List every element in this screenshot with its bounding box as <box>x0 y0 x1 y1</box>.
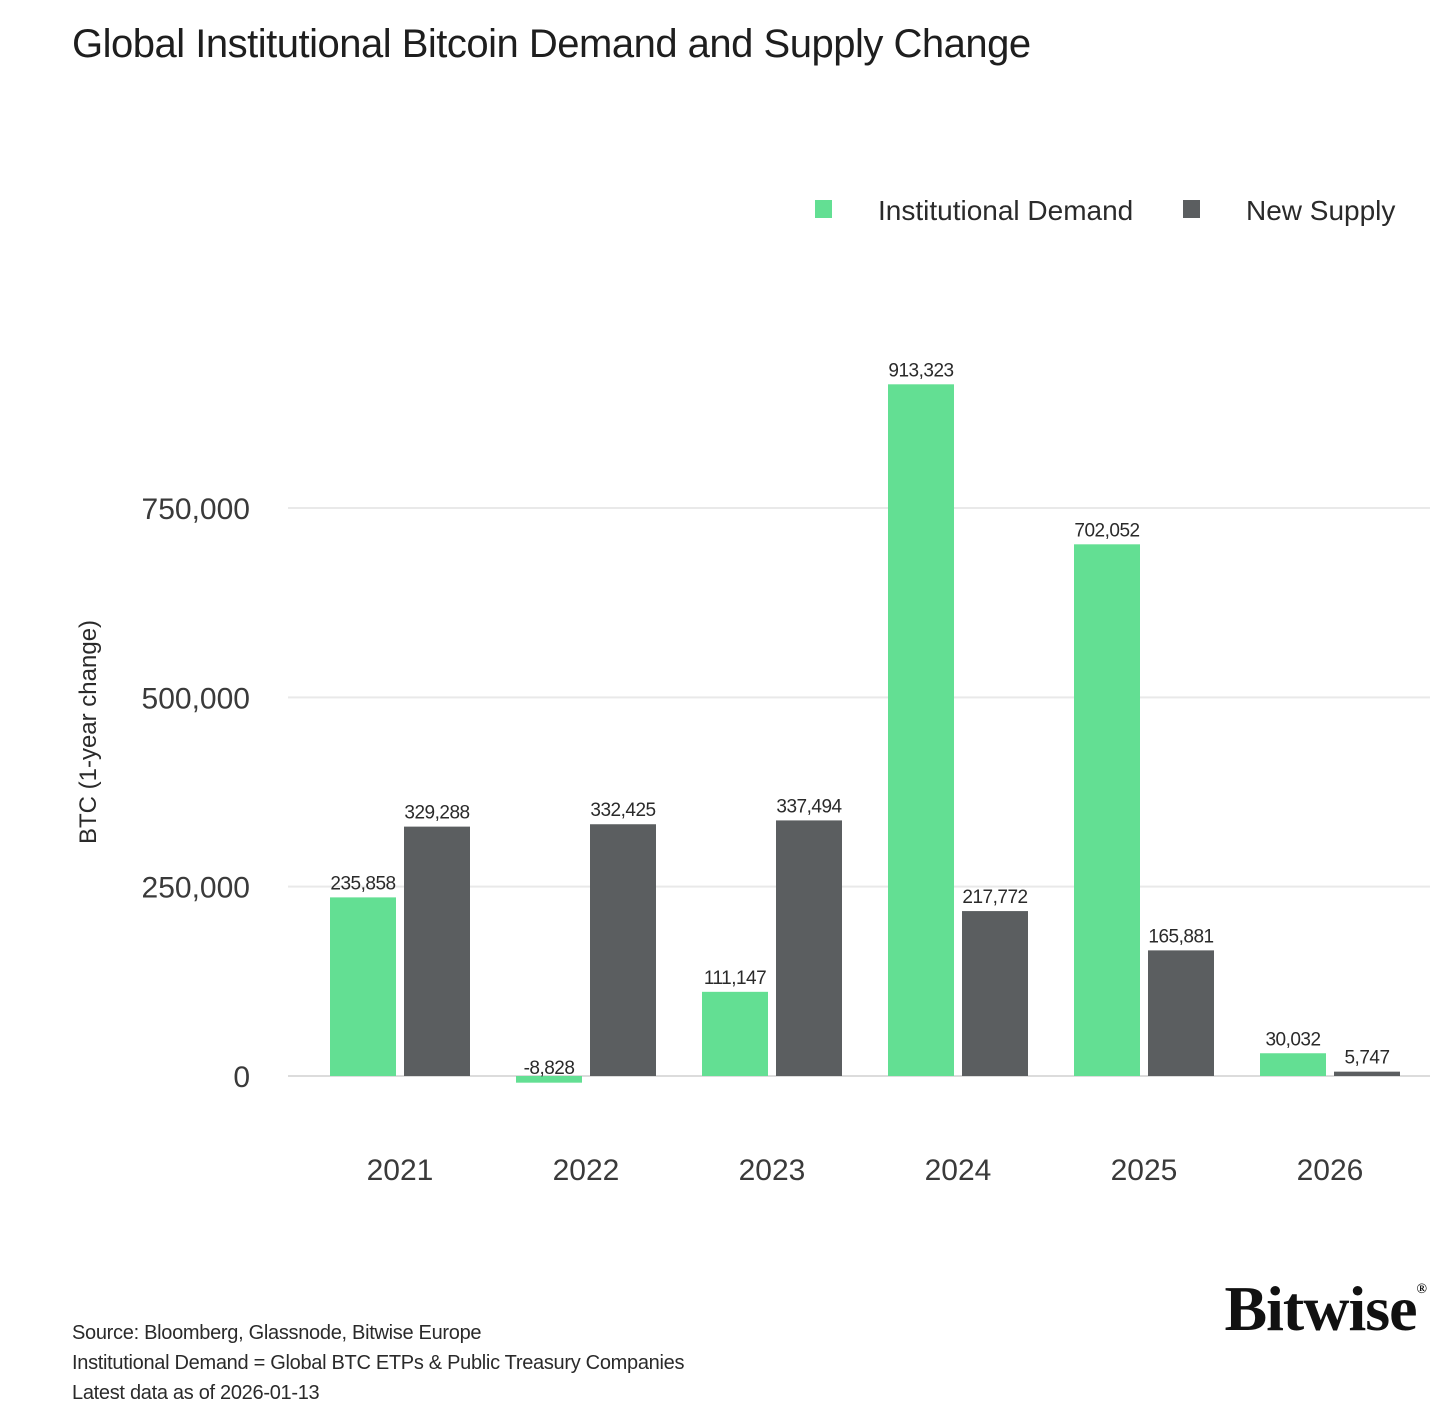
legend-label-supply: New Supply <box>1246 195 1395 226</box>
demand-bar-2022 <box>516 1076 582 1083</box>
demand-label-2026: 30,032 <box>1265 1029 1320 1050</box>
y-tick-label: 500,000 <box>142 682 250 715</box>
supply-bar-2021 <box>404 826 470 1076</box>
x-tick-label-2022: 2022 <box>553 1154 620 1187</box>
bitwise-logo: Bitwise® <box>1224 1272 1428 1346</box>
supply-bar-2025 <box>1148 950 1214 1076</box>
x-tick-label-2024: 2024 <box>925 1154 992 1187</box>
y-axis-title: BTC (1-year change) <box>75 620 102 844</box>
supply-label-2026: 5,747 <box>1344 1048 1389 1069</box>
legend-swatch-supply <box>1183 200 1200 218</box>
supply-label-2022: 332,425 <box>590 800 655 821</box>
demand-bar-2026 <box>1260 1053 1326 1076</box>
demand-label-2025: 702,052 <box>1074 520 1139 541</box>
y-tick-label: 750,000 <box>142 493 250 526</box>
data-labels: 235,858 329,288 -8,828 332,425 111,147 337,49… <box>330 360 1390 1079</box>
x-tick-label-2021: 2021 <box>367 1154 434 1187</box>
chart-title: Global Institutional Bitcoin Demand and … <box>72 22 1031 66</box>
bar-chart: 0 250,000 500,000 750,000 235,858 329,288 -8,… <box>75 195 1430 1187</box>
demand-bar-2024 <box>888 384 954 1076</box>
x-tick-label-2026: 2026 <box>1297 1154 1364 1187</box>
supply-bar-2026 <box>1334 1071 1400 1076</box>
supply-label-2024: 217,772 <box>962 887 1027 908</box>
demand-label-2024: 913,323 <box>888 360 953 381</box>
brand-name: Bitwise <box>1224 1273 1417 1344</box>
definition-note: Institutional Demand = Global BTC ETPs &… <box>72 1352 685 1374</box>
demand-label-2021: 235,858 <box>330 873 395 894</box>
x-tick-label-2023: 2023 <box>739 1154 806 1187</box>
legend-swatch-demand <box>815 200 832 218</box>
bars <box>330 384 1400 1083</box>
latest-data-note: Latest data as of 2026-01-13 <box>72 1382 320 1404</box>
y-tick-label: 250,000 <box>142 872 250 905</box>
supply-bar-2023 <box>776 820 842 1076</box>
grid-lines <box>288 507 1430 1077</box>
registered-mark: ® <box>1416 1282 1428 1297</box>
supply-label-2021: 329,288 <box>404 803 469 824</box>
y-tick-label: 0 <box>233 1061 250 1094</box>
legend: Institutional Demand New Supply <box>815 195 1395 226</box>
y-axis-ticks: 0 250,000 500,000 750,000 <box>142 493 250 1094</box>
source-note: Source: Bloomberg, Glassnode, Bitwise Eu… <box>72 1322 482 1344</box>
supply-bar-2022 <box>590 824 656 1076</box>
supply-label-2025: 165,881 <box>1148 926 1213 947</box>
demand-label-2022: -8,828 <box>524 1058 575 1079</box>
footnotes: Source: Bloomberg, Glassnode, Bitwise Eu… <box>72 1318 684 1408</box>
demand-bar-2023 <box>702 991 768 1076</box>
supply-bar-2024 <box>962 911 1028 1076</box>
x-tick-label-2025: 2025 <box>1111 1154 1178 1187</box>
x-axis-ticks: 2021 2022 2023 2024 2025 2026 <box>367 1154 1364 1187</box>
demand-label-2023: 111,147 <box>704 968 766 989</box>
demand-bar-2021 <box>330 897 396 1076</box>
legend-label-demand: Institutional Demand <box>878 195 1133 226</box>
supply-label-2023: 337,494 <box>776 796 842 817</box>
demand-bar-2025 <box>1074 544 1140 1076</box>
